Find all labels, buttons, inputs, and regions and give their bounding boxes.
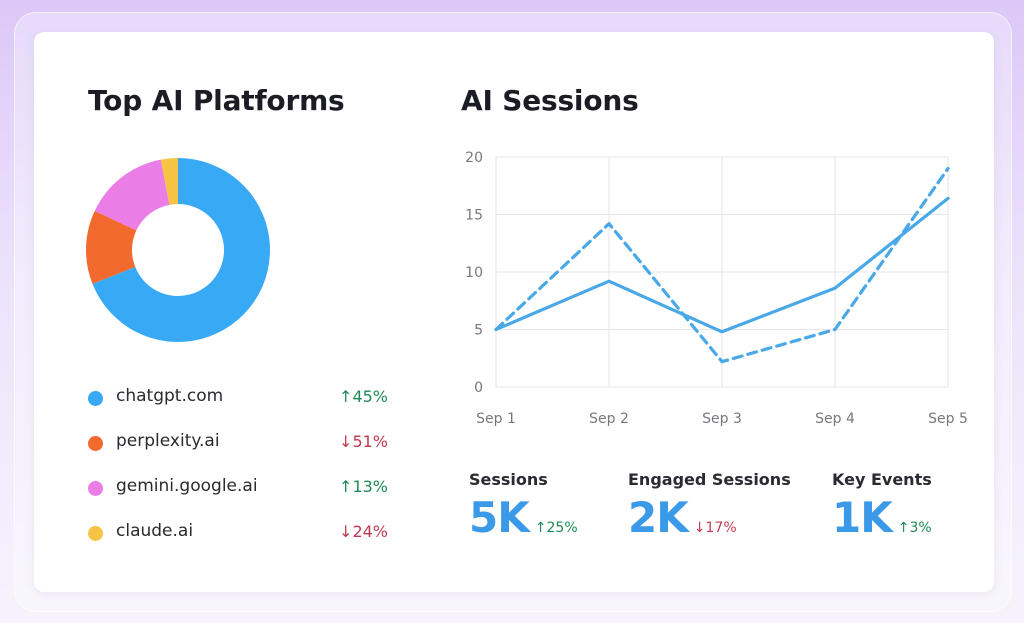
stat-label: Sessions	[469, 470, 548, 489]
legend-dot	[88, 526, 103, 541]
legend-item-claude[interactable]: claude.ai ↓24%	[88, 519, 388, 564]
legend-item-chatgpt[interactable]: chatgpt.com ↑45%	[88, 384, 388, 429]
dashboard-card: Top AI Platforms AI Sessions chatgpt.com…	[34, 32, 994, 592]
stat-key-events: Key Events 1K ↑3%	[832, 470, 932, 542]
legend-item-perplexity[interactable]: perplexity.ai ↓51%	[88, 429, 388, 474]
stat-value: 1K	[832, 493, 893, 542]
platforms-title: Top AI Platforms	[88, 84, 345, 117]
y-tick-label: 10	[465, 265, 483, 281]
legend-change: ↑13%	[339, 477, 388, 496]
x-tick-label: Sep 2	[589, 411, 629, 427]
stat-sessions: Sessions 5K ↑25%	[469, 470, 578, 542]
platforms-legend: chatgpt.com ↑45% perplexity.ai ↓51% gemi…	[88, 384, 388, 564]
legend-item-gemini[interactable]: gemini.google.ai ↑13%	[88, 474, 388, 519]
stat-change: ↓17%	[693, 520, 737, 536]
donut-slice-2[interactable]	[86, 210, 137, 284]
donut-slice-1[interactable]	[92, 158, 270, 342]
legend-label: perplexity.ai	[116, 431, 220, 451]
y-tick-label: 5	[474, 323, 483, 339]
x-tick-label: Sep 4	[815, 411, 855, 427]
series-line-dashed[interactable]	[494, 166, 950, 364]
legend-label: gemini.google.ai	[116, 476, 258, 496]
legend-change: ↓24%	[339, 522, 388, 541]
stat-value: 5K	[469, 493, 530, 542]
y-tick-label: 0	[474, 380, 483, 396]
donut-slice-3[interactable]	[94, 159, 170, 231]
x-tick-label: Sep 1	[476, 411, 516, 427]
legend-label: chatgpt.com	[116, 386, 224, 406]
legend-dot	[88, 391, 103, 406]
legend-change: ↓51%	[339, 432, 388, 451]
sessions-line-chart: 0 5 10 15 20 Sep 1 Sep 2 Sep 3 Sep 4 Sep 5	[465, 150, 968, 427]
stat-value: 2K	[628, 493, 689, 542]
stat-change: ↑25%	[534, 520, 578, 536]
legend-dot	[88, 436, 103, 451]
sessions-title: AI Sessions	[461, 84, 639, 117]
stat-change: ↑3%	[897, 520, 932, 536]
series-line-solid[interactable]	[494, 196, 950, 334]
legend-dot	[88, 481, 103, 496]
stat-label: Key Events	[832, 470, 932, 489]
stat-label: Engaged Sessions	[628, 470, 791, 489]
platforms-donut-chart	[86, 158, 270, 342]
legend-label: claude.ai	[116, 521, 194, 541]
x-tick-label: Sep 3	[702, 411, 742, 427]
y-tick-label: 15	[465, 208, 483, 224]
stat-engaged-sessions: Engaged Sessions 2K ↓17%	[628, 470, 791, 542]
y-tick-label: 20	[465, 150, 483, 166]
x-tick-label: Sep 5	[928, 411, 968, 427]
donut-slice-4[interactable]	[160, 158, 178, 205]
legend-change: ↑45%	[339, 387, 388, 406]
